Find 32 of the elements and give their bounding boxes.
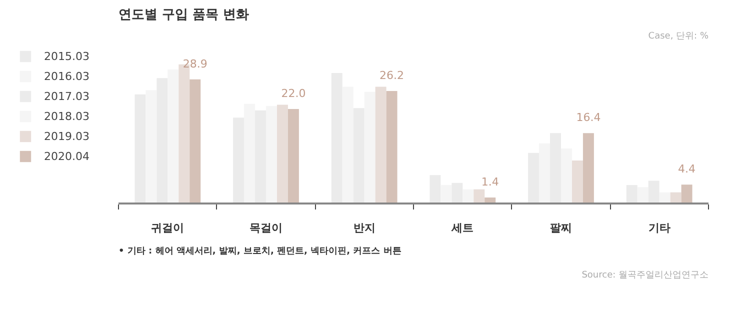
bar [276, 104, 288, 204]
data-label: 4.4 [678, 162, 696, 176]
x-tick-label: 팔찌 [550, 222, 572, 234]
text: • 기타 : 헤어 액세서리, 발찌, 브로치, 펜던트, 넥타이핀, 커프스 버튼 [118, 246, 402, 256]
legend-label: 2015.03 [44, 50, 90, 62]
bar [670, 192, 682, 204]
data-label: 1.4 [481, 175, 499, 188]
data-label: 16.4 [576, 111, 601, 124]
legend-label: 2019.03 [44, 130, 90, 142]
bar [572, 160, 583, 204]
data-label: 22.0 [281, 87, 306, 100]
x-tick-label: 반지 [353, 222, 376, 234]
legend-label: 2020.04 [44, 150, 90, 162]
data-label: 28.9 [182, 57, 208, 70]
bar [582, 133, 594, 204]
x-tick-label: 목걸이 [250, 222, 282, 234]
data-label: 26.2 [380, 68, 404, 82]
bar [474, 189, 485, 204]
bar [681, 184, 692, 204]
x-tick-label: 세트 [450, 222, 474, 234]
x-tick-label: 기타 [648, 222, 670, 234]
bar [375, 86, 386, 204]
bar [288, 109, 299, 204]
x-tick-label: 귀걸이 [151, 222, 184, 234]
legend-label: 2016.03 [44, 70, 90, 82]
legend-label: 2017.03 [44, 90, 90, 102]
bar [386, 90, 398, 204]
source-note: Source: 월곡주얼리산업연구소 [582, 270, 709, 280]
legend-label: 2018.03 [44, 110, 90, 122]
chart-title: 연도별 구입 품목 변화 [118, 8, 250, 22]
text: Case, 단위: % [648, 32, 709, 42]
bar [190, 79, 201, 204]
